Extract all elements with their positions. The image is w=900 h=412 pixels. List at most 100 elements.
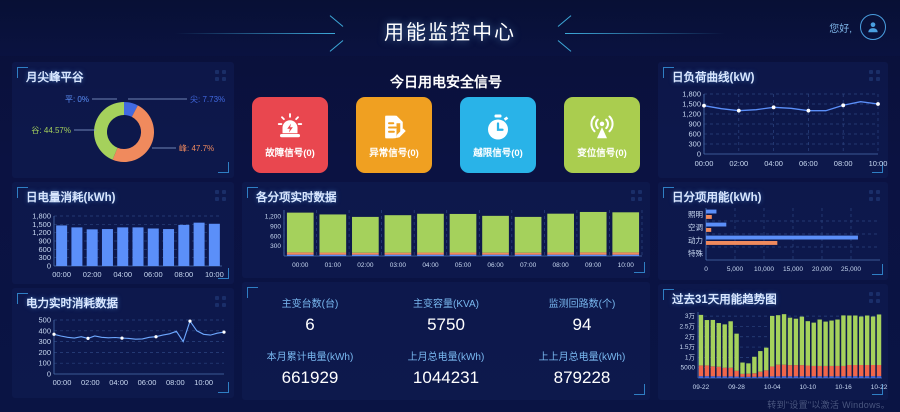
panel-title-trend31: 过去31天用能趋势图	[672, 294, 777, 306]
corner-decor-br	[872, 264, 883, 275]
panel-title-subitem-daily: 日分项用能(kWh)	[672, 192, 762, 204]
signal-card-fault[interactable]: 故障信号(0)	[252, 97, 328, 173]
panel-drag-handle[interactable]	[869, 190, 880, 201]
svg-text:10:00: 10:00	[869, 159, 888, 168]
svg-text:03:00: 03:00	[390, 262, 407, 269]
svg-text:300: 300	[270, 243, 281, 250]
document-edit-icon	[379, 112, 409, 142]
svg-text:00:00: 00:00	[695, 159, 714, 168]
corner-decor-tl	[17, 67, 28, 78]
windows-activation-watermark: 转到"设置"以激活 Windows。	[767, 400, 890, 410]
svg-text:06:00: 06:00	[138, 378, 157, 387]
stat-label: 本月累计电量(kWh)	[266, 351, 354, 363]
stat-value: 879228	[553, 367, 611, 387]
svg-text:2.5万: 2.5万	[679, 322, 695, 330]
stat-label: 主变台数(台)	[281, 298, 339, 310]
signal-card-position[interactable]: 变位信号(0)	[564, 97, 640, 173]
svg-text:900: 900	[38, 237, 51, 246]
svg-text:00:00: 00:00	[52, 270, 71, 279]
svg-text:300: 300	[38, 253, 51, 262]
svg-text:600: 600	[270, 233, 281, 240]
svg-text:08:00: 08:00	[166, 378, 185, 387]
donut-label-feng: 峰: 47.7%	[179, 143, 214, 153]
stat-two-months-ago-energy: 上上月总电量(kWh) 879228	[514, 341, 650, 394]
stat-monitored-circuits: 监测回路数(个) 94	[514, 288, 650, 341]
donut-label-ping: 平: 0%	[65, 95, 89, 104]
stat-value: 1044231	[412, 367, 480, 387]
stat-value: 5750	[427, 314, 465, 334]
user-avatar-icon[interactable]	[860, 14, 886, 40]
svg-text:特殊: 特殊	[688, 248, 703, 258]
svg-text:06:00: 06:00	[799, 159, 818, 168]
signal-card-label: 变位信号(0)	[577, 147, 627, 159]
svg-text:10-16: 10-16	[835, 384, 852, 391]
svg-text:0: 0	[697, 150, 701, 159]
svg-text:3万: 3万	[685, 312, 696, 320]
svg-text:0: 0	[704, 266, 708, 273]
signal-card-overlimit[interactable]: 越限信号(0)	[460, 97, 536, 173]
panel-safety-signals: 今日用电安全信号 故障信号(0)	[242, 62, 650, 178]
panel-title-peak-valley: 月尖峰平谷	[26, 72, 84, 84]
svg-text:00:00: 00:00	[53, 378, 72, 387]
svg-text:02:00: 02:00	[729, 159, 748, 168]
svg-text:08:00: 08:00	[552, 262, 569, 269]
svg-text:02:00: 02:00	[357, 262, 374, 269]
svg-text:900: 900	[270, 223, 281, 230]
donut-label-jian: 尖: 7.73%	[190, 94, 225, 104]
panel-drag-handle[interactable]	[215, 70, 226, 81]
svg-text:10:00: 10:00	[205, 270, 224, 279]
svg-text:1,500: 1,500	[682, 100, 701, 109]
user-area[interactable]: 您好,	[829, 14, 886, 40]
signal-card-label: 异常信号(0)	[369, 147, 419, 159]
svg-text:09-28: 09-28	[728, 384, 745, 391]
svg-text:04:00: 04:00	[764, 159, 783, 168]
stat-label: 监测回路数(个)	[548, 298, 616, 310]
panel-title-load-curve: 日负荷曲线(kW)	[672, 72, 755, 84]
svg-text:20,000: 20,000	[812, 266, 832, 273]
panel-subitem-daily: 日分项用能(kWh) 照明 空调 动力 特殊 0 5,000 10,000 15,000 20…	[658, 182, 888, 280]
svg-text:2万: 2万	[685, 333, 696, 341]
svg-text:10-04: 10-04	[764, 384, 781, 391]
svg-text:1,200: 1,200	[265, 214, 282, 221]
corner-decor-tl	[247, 187, 258, 198]
user-greeting: 您好,	[829, 23, 852, 35]
svg-text:10-10: 10-10	[799, 384, 816, 391]
svg-text:动力: 动力	[688, 235, 703, 245]
panel-drag-handle[interactable]	[869, 70, 880, 81]
svg-text:08:00: 08:00	[834, 159, 853, 168]
stats-row-1: 主变台数(台) 6 主变容量(KVA) 5750 监测回路数(个) 94	[242, 288, 650, 341]
stat-value: 6	[305, 314, 315, 334]
panel-drag-handle[interactable]	[869, 292, 880, 303]
corner-decor-tl	[663, 67, 674, 78]
svg-text:00:00: 00:00	[292, 262, 309, 269]
panel-statistics: 主变台数(台) 6 主变容量(KVA) 5750 监测回路数(个) 94 本月累…	[242, 282, 650, 400]
signal-card-abnormal[interactable]: 异常信号(0)	[356, 97, 432, 173]
svg-text:0: 0	[47, 262, 51, 271]
svg-text:1,800: 1,800	[682, 90, 701, 99]
svg-text:01:00: 01:00	[325, 262, 342, 269]
panel-drag-handle[interactable]	[631, 190, 642, 201]
panel-title-signals: 今日用电安全信号	[390, 74, 502, 90]
svg-text:1,800: 1,800	[32, 212, 51, 221]
panel-realtime-power: 电力实时消耗数据 0 100 200 300 400 500 00:00 02:00 04:0…	[12, 288, 234, 398]
panel-drag-handle[interactable]	[215, 190, 226, 201]
signal-card-label: 越限信号(0)	[473, 147, 523, 159]
svg-text:空调: 空调	[688, 222, 703, 232]
svg-text:1.5万: 1.5万	[679, 343, 695, 351]
panel-peak-valley: 月尖峰平谷 平: 0% 尖: 7.73% 谷: 44.57% 峰: 47.7%	[12, 62, 234, 178]
corner-decor-br	[218, 268, 229, 279]
panel-drag-handle[interactable]	[215, 296, 226, 307]
svg-text:09-22: 09-22	[693, 384, 710, 391]
svg-text:10:00: 10:00	[194, 378, 213, 387]
header-decor-line-right	[565, 33, 725, 34]
corner-decor-br	[634, 384, 645, 395]
app-header: 用能监控中心 您好,	[0, 0, 900, 56]
corner-decor-br	[872, 162, 883, 173]
donut-label-gu: 谷: 44.57%	[31, 126, 71, 135]
svg-text:600: 600	[688, 130, 701, 139]
stats-grid: 主变台数(台) 6 主变容量(KVA) 5750 监测回路数(个) 94 本月累…	[242, 282, 650, 400]
corner-decor-tl	[247, 287, 258, 298]
svg-text:10,000: 10,000	[754, 266, 774, 273]
